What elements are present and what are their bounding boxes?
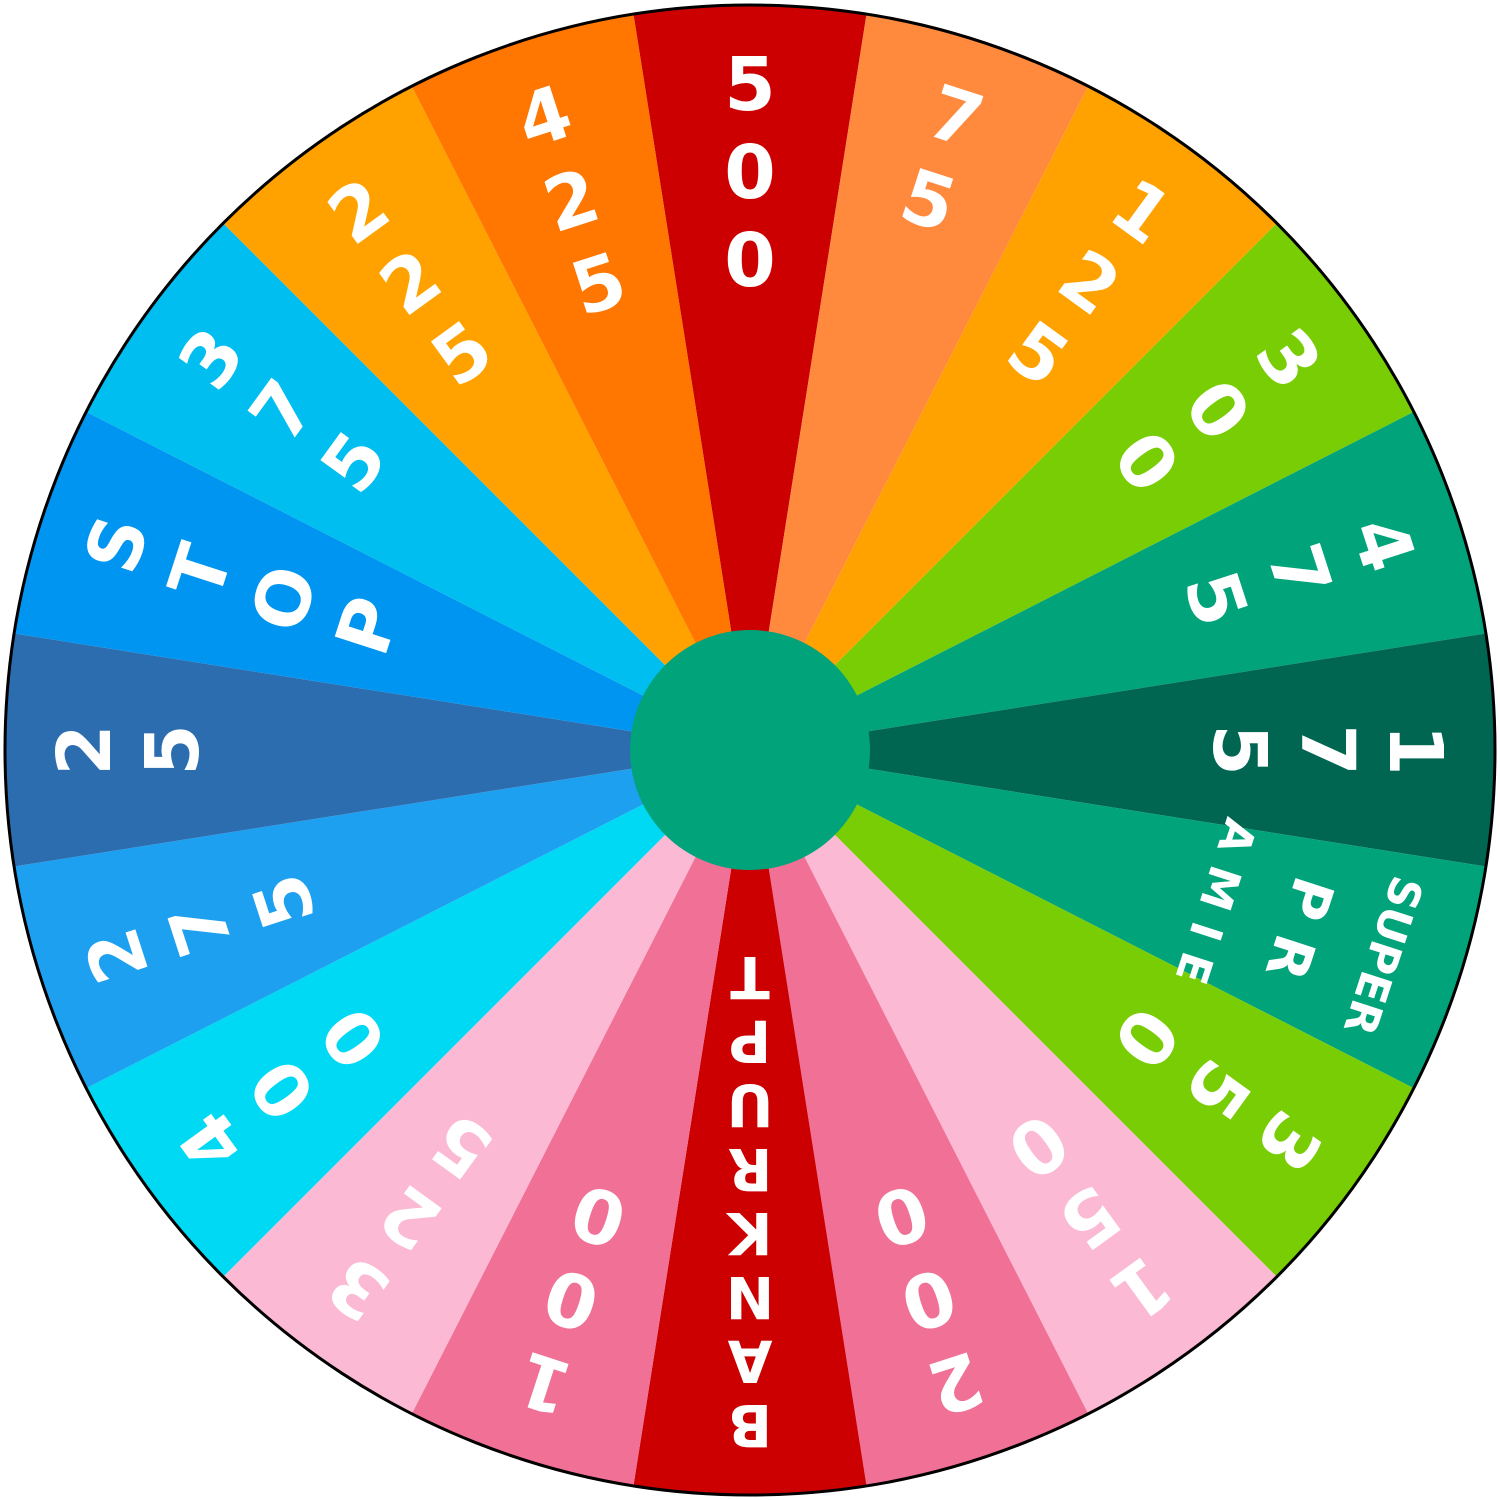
- wedge-super-prima: [750, 750, 1486, 1089]
- wedge-475: [750, 411, 1486, 750]
- wedge-label-line: 5: [130, 724, 216, 776]
- wedge-275: [14, 750, 751, 1089]
- wedge-stop: [14, 411, 751, 750]
- wedge-label-line: 5: [1196, 724, 1282, 776]
- wedge-325: [223, 750, 750, 1414]
- wedge-label-line: 0: [724, 218, 776, 304]
- wedge-300: [750, 223, 1414, 750]
- wedge-label-line: 2: [42, 724, 128, 776]
- wedge-label-line: 0: [724, 130, 776, 216]
- wedge-label-line: R: [728, 1135, 773, 1203]
- wedge-label-line: P: [729, 1007, 772, 1075]
- wedge-150: [750, 750, 1277, 1414]
- wedge-bankrupt: [633, 750, 867, 1496]
- wedge-label-line: N: [726, 1263, 775, 1331]
- wedge-label-line: 7: [1284, 724, 1370, 776]
- wedge-label-500: 500: [724, 42, 776, 304]
- wedge-175: [750, 633, 1496, 867]
- wedge-425: [411, 14, 750, 751]
- wedge-label-line: 1: [1372, 724, 1458, 776]
- wheel-wedges: [4, 4, 1496, 1496]
- wedge-200: [750, 750, 1089, 1486]
- wedge-225: [223, 86, 750, 750]
- wedge-125: [750, 86, 1277, 750]
- wedge-100: [411, 750, 750, 1486]
- wedge-label-line: A: [727, 1327, 772, 1395]
- wedge-label-line: B: [728, 1391, 772, 1459]
- wedge-label-line: 5: [724, 42, 776, 128]
- wheel-hub[interactable]: [630, 630, 870, 870]
- wedge-75: [750, 14, 1089, 751]
- wedge-350: [750, 750, 1414, 1277]
- wedge-label-line: T: [730, 943, 770, 1011]
- wedge-label-line: K: [725, 1199, 772, 1267]
- wedge-25: [4, 633, 750, 867]
- wheel-rim: [3, 3, 1497, 1497]
- wedge-375: [86, 223, 750, 750]
- wedge-400: [86, 750, 750, 1277]
- wedge-label-175: 175: [1196, 724, 1458, 776]
- wedge-label-line: U: [726, 1071, 773, 1139]
- wedge-500: [633, 4, 867, 751]
